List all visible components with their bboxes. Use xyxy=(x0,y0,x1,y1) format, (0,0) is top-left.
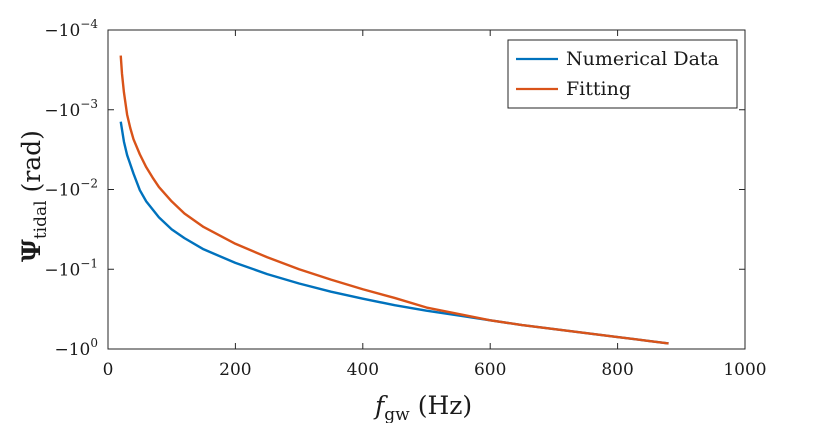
x-axis-title-rest: (Hz) xyxy=(418,391,472,420)
legend: Numerical Data Fitting xyxy=(507,39,738,109)
x-tick-label: 0 xyxy=(103,360,114,380)
y-axis-title-rest: (rad) xyxy=(17,130,46,192)
y-tick-label: −100 xyxy=(54,336,98,360)
x-tick-label: 200 xyxy=(219,360,251,380)
x-axis-title-sub: gw xyxy=(384,405,410,423)
legend-box xyxy=(507,39,738,109)
legend-label-numerical-data: Numerical Data xyxy=(566,48,719,70)
x-axis-title-main: f xyxy=(373,391,388,420)
x-tick-label: 400 xyxy=(347,360,379,380)
x-axis-title: fgw (Hz) xyxy=(373,391,472,423)
x-tick-label: 1000 xyxy=(723,360,766,380)
y-axis-title: Ψtidal (rad) xyxy=(17,130,51,262)
legend-label-fitting: Fitting xyxy=(566,78,631,100)
y-axis-title-sub: tidal xyxy=(31,200,51,239)
series-layer xyxy=(119,55,669,345)
series-line-fitting xyxy=(119,55,669,345)
x-axis: 0 200 400 600 800 1000 xyxy=(103,30,767,380)
y-tick-label: −10−2 xyxy=(44,177,98,201)
y-axis: −10−4 −10−3 −10−2 −10−1 −100 xyxy=(44,17,745,360)
x-tick-label: 800 xyxy=(601,360,633,380)
y-tick-label: −10−4 xyxy=(44,17,98,41)
x-tick-label: 600 xyxy=(474,360,506,380)
y-tick-label: −10−3 xyxy=(44,97,98,121)
y-tick-label: −10−1 xyxy=(44,256,98,280)
y-axis-title-main: Ψ xyxy=(17,239,46,262)
